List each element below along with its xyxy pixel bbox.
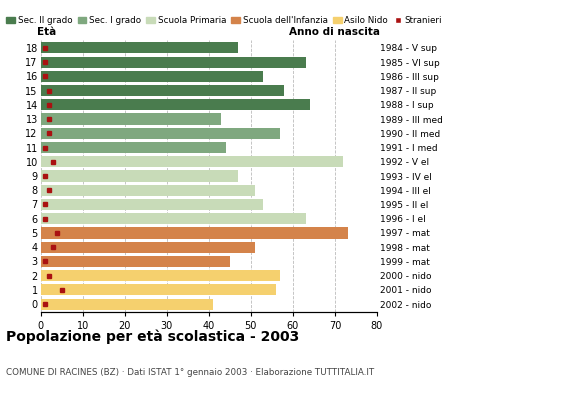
Bar (41, 56, 306, 68)
Bar (41, 299, 213, 310)
Bar (41, 185, 255, 196)
Bar (41, 199, 263, 210)
Bar (41, 99, 310, 110)
Bar (41, 284, 276, 296)
Bar (41, 142, 226, 153)
Bar (41, 71, 263, 82)
Bar (41, 213, 306, 224)
Bar (41, 242, 255, 253)
Bar (41, 156, 343, 167)
Bar (41, 128, 280, 139)
Bar (41, 256, 230, 267)
Bar (41, 42, 238, 53)
Text: Anno di nascita: Anno di nascita (289, 27, 380, 37)
Bar (41, 114, 222, 124)
Text: COMUNE DI RACINES (BZ) · Dati ISTAT 1° gennaio 2003 · Elaborazione TUTTITALIA.IT: COMUNE DI RACINES (BZ) · Dati ISTAT 1° g… (6, 368, 374, 377)
Bar (41, 270, 280, 281)
Text: Popolazione per età scolastica - 2003: Popolazione per età scolastica - 2003 (6, 330, 299, 344)
Legend: Sec. II grado, Sec. I grado, Scuola Primaria, Scuola dell'Infanzia, Asilo Nido, : Sec. II grado, Sec. I grado, Scuola Prim… (6, 16, 443, 25)
Bar (41, 85, 284, 96)
Bar (41, 170, 238, 182)
Text: Età: Età (37, 27, 56, 37)
Bar (41, 228, 347, 238)
